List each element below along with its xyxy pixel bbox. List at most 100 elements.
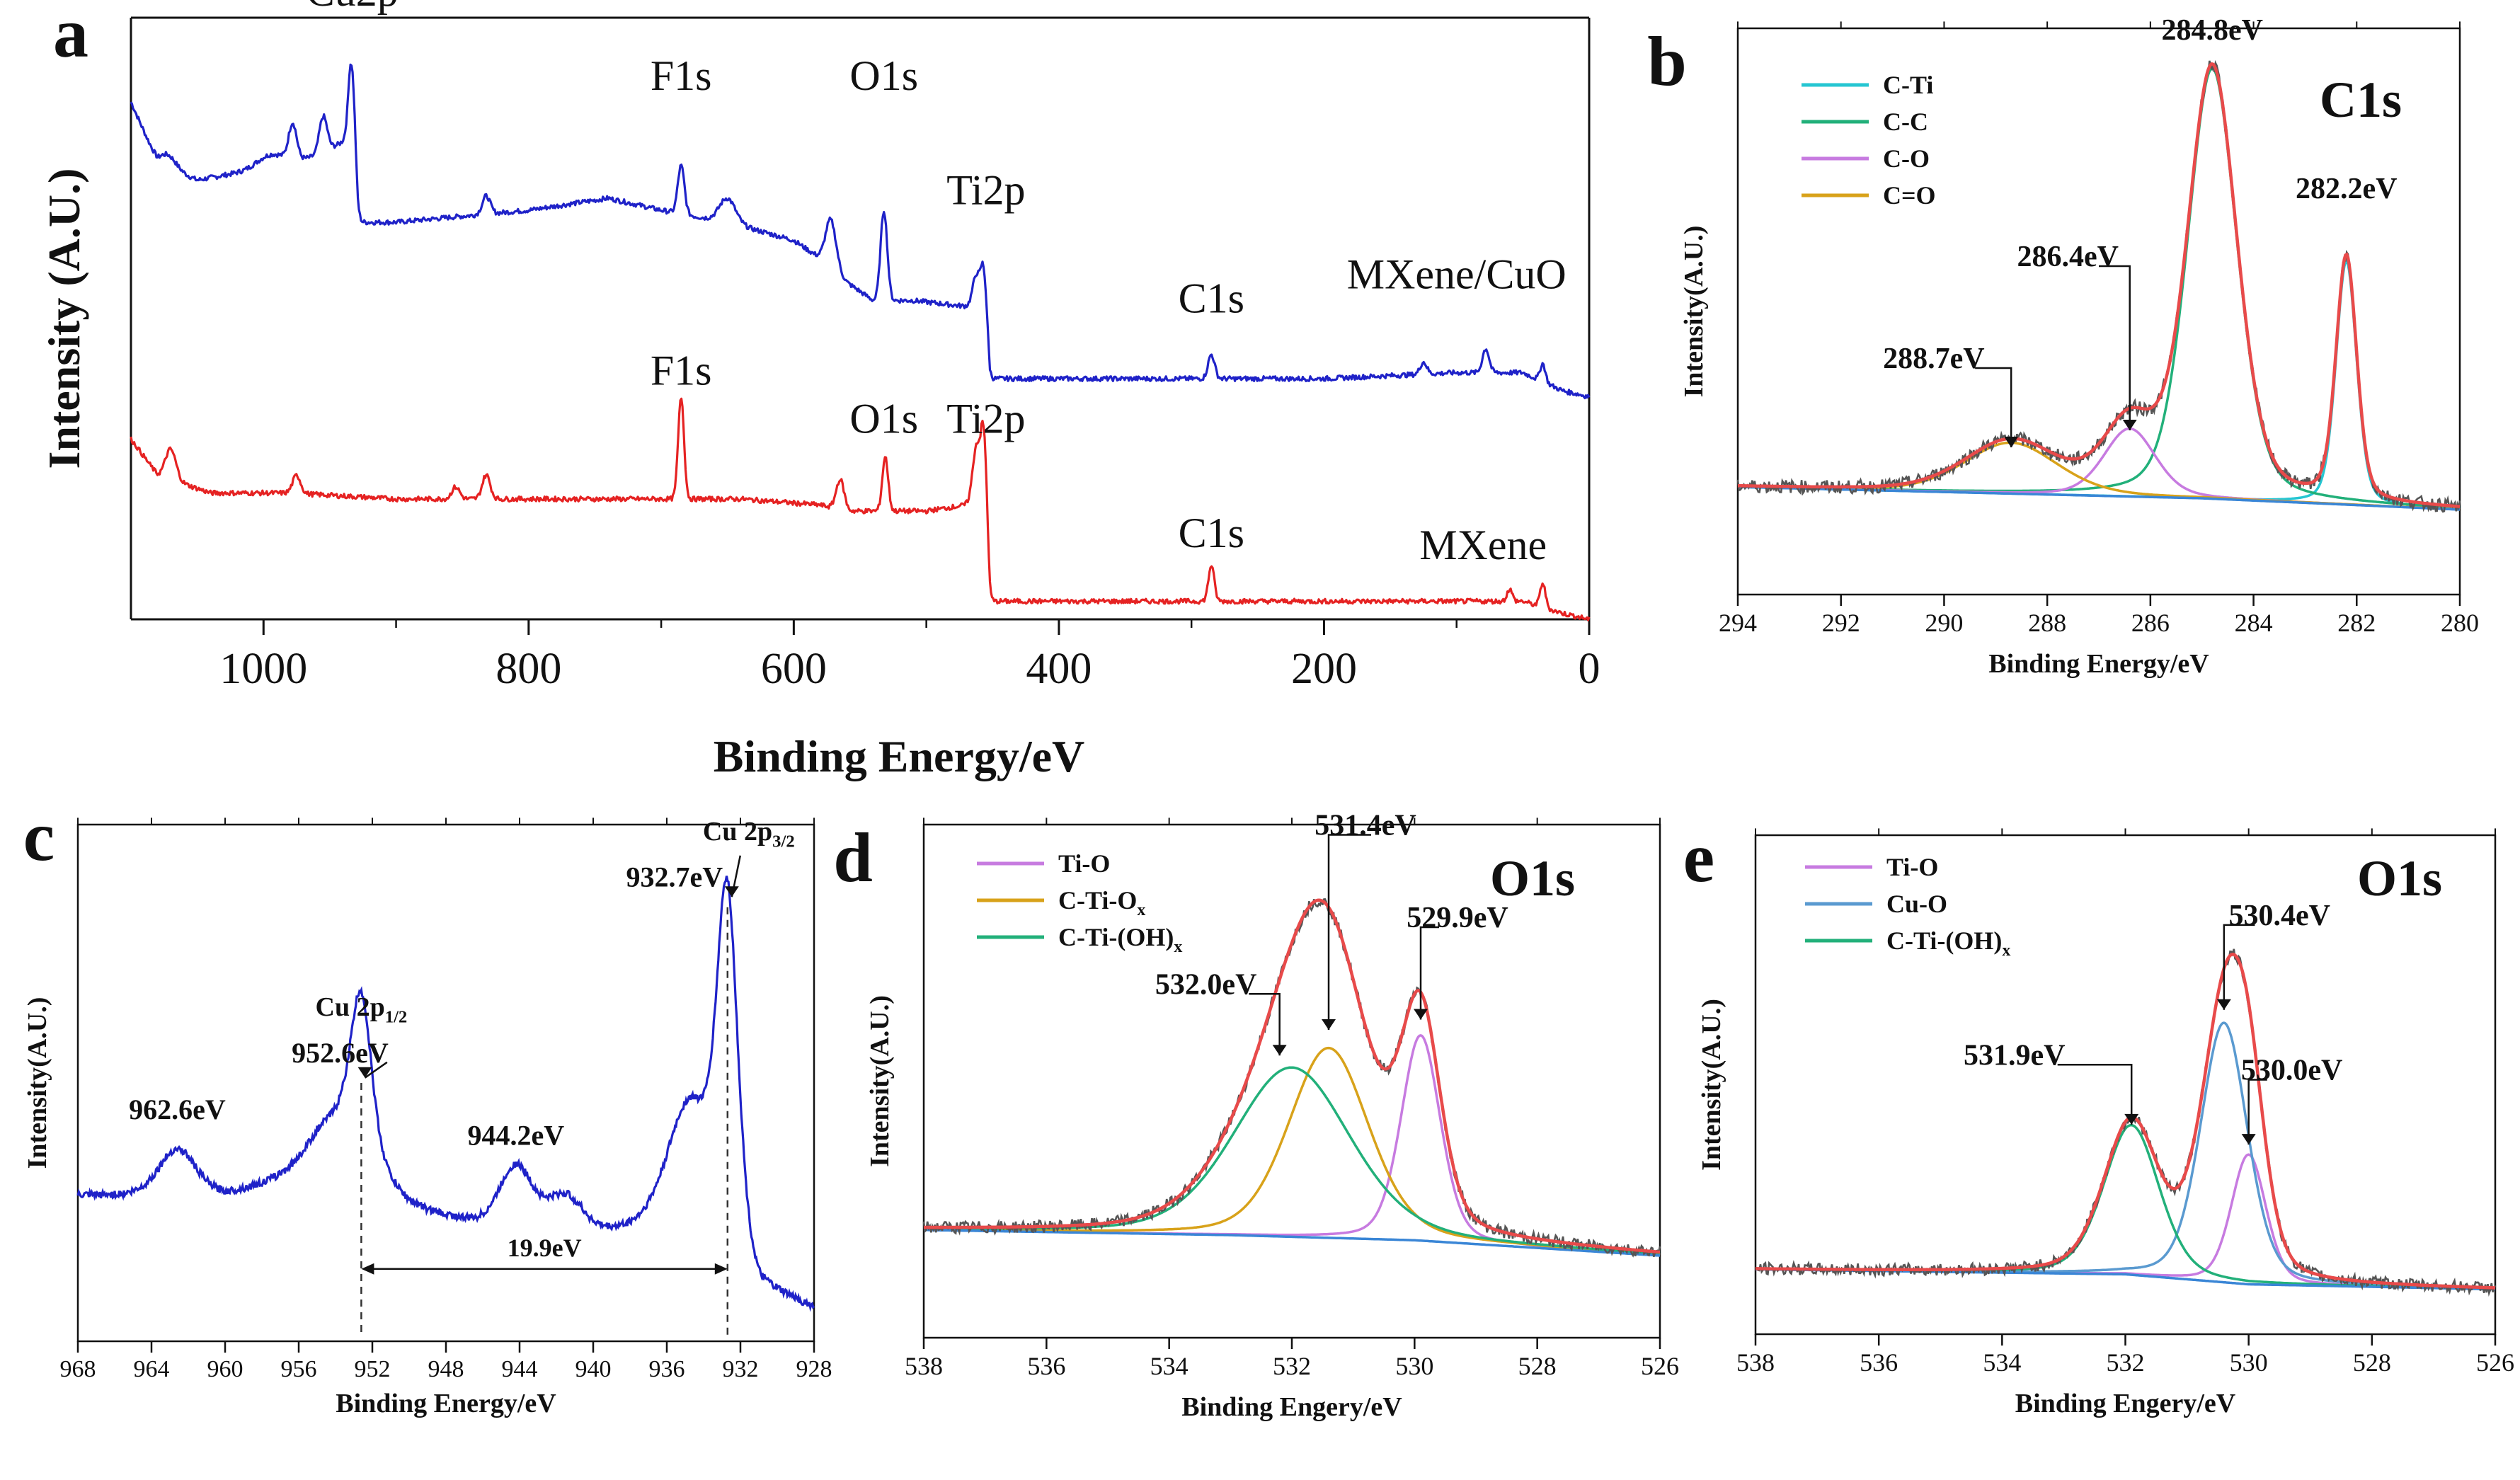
x-tick-label: 284 [2235,609,2273,637]
leader-line [1249,993,1281,1056]
x-tick-label: 964 [134,1356,170,1382]
x-tick-label: 286 [2131,609,2170,637]
legend-label: Cu-O [1886,890,1947,918]
x-tick-label: 532 [1273,1352,1311,1380]
plot-frame [76,823,815,1343]
x-tick-label: 932 [723,1356,759,1382]
leader-line [1419,926,1439,1020]
legend-label: C=O [1883,181,1936,210]
x-tick-label: 290 [1925,609,1963,637]
x-tick-label: 282 [2337,609,2376,637]
peak-label: 284.8eV [2162,14,2263,47]
leader-line [364,1061,388,1079]
x-tick-label: 538 [1736,1348,1775,1377]
legend-label: C-C [1883,108,1928,136]
peak-label: 529.9eV [1407,902,1508,934]
peak-annotation: O1s [849,396,918,442]
arrow-head [714,1263,728,1275]
y-axis-label: Intensity(A.U.) [1679,226,1709,398]
peak-annotation: C1s [1179,510,1244,556]
panel-b: 294 292 290 288 286 284 282 280 Binding Energy/e… [1647,14,2479,679]
panel-letter-c: c [23,797,55,876]
x-tick-label: 600 [761,645,827,693]
raw-data-line [1755,948,2497,1297]
leader-line [1975,367,2012,447]
x-tick-label: 940 [575,1356,612,1382]
x-tick-label: 944 [502,1356,538,1382]
peak-annotation: C1s [1179,275,1244,322]
leader-line [2223,924,2255,1010]
panel-a: 1000 800 600 400 200 0 Binding Energy/eV Intens… [39,0,1600,781]
component-curve [1737,427,2460,511]
x-tick-label: 536 [1027,1352,1065,1380]
panel-title: O1s [1490,850,1575,907]
peak-annotation: F1s [651,52,712,99]
x-tick-label: 400 [1026,645,1092,693]
component-curve [1756,1123,2495,1290]
x-tick-label: 528 [1518,1352,1557,1380]
series-line-mxene-cuo [130,63,1591,400]
plot-frame [1736,27,2461,596]
leader-line [1327,834,1371,1030]
x-tick-label: 292 [1822,609,1860,637]
x-tick-label: 536 [1860,1348,1898,1377]
orbital-label: Cu 2p1/2 [316,992,408,1027]
peak-label: 932.7eV [626,861,723,893]
x-tick-label: 530 [1395,1352,1433,1380]
envelope-fit-line [923,898,1661,1254]
peak-label: 530.4eV [2228,900,2330,932]
legend-label: C-O [1883,144,1930,173]
x-axis-label: Binding Engery/eV [1181,1392,1402,1422]
y-axis-label: Intensity (A.U.) [39,168,89,469]
x-tick-label: 538 [905,1352,943,1380]
peak-label: 288.7eV [1883,343,1984,375]
arrow-head [357,1067,372,1078]
peak-label: 282.2eV [2296,173,2397,205]
x-tick-label: 526 [1641,1352,1679,1380]
legend-label: Ti-O [1886,853,1938,881]
raw-data-line [922,897,1661,1258]
x-axis-label: Binding Energy/eV [714,731,1085,781]
series-line-mxene [130,397,1591,621]
x-tick-label: 526 [2476,1348,2514,1377]
arrow-head [2122,420,2137,430]
panel-title: O1s [2357,850,2442,907]
panel-letter-e: e [1683,818,1714,897]
x-tick-label: 960 [207,1356,244,1382]
x-tick-label: 948 [428,1356,464,1382]
peak-label: 944.2eV [467,1120,564,1152]
envelope-fit-line [1756,952,2496,1290]
x-tick-label: 800 [496,645,561,693]
envelope-fit-line [1738,62,2461,508]
x-tick-label: 0 [1579,645,1600,693]
peak-label: 531.4eV [1315,810,1416,842]
panel-c: 968 964 960 956 952 948 944 940 936 932 928 Binding… [23,797,832,1418]
legend-label: C-Ti-Ox [1058,886,1145,919]
x-axis-label: Binding Energy/eV [336,1389,556,1418]
panel-d: 538 536 534 532 530 528 526 Binding Engery/eV In… [833,810,1679,1423]
arrow-head [1414,1009,1428,1020]
legend-label: C-Ti-(OH)x [1058,923,1182,956]
background-line [1738,486,2461,511]
peak-annotation: F1s [651,348,712,394]
panel-title: C1s [2320,71,2402,128]
arrow-head [2216,999,2231,1010]
orbital-label: Cu 2p3/2 [703,817,795,851]
peak-annotation: Ti2p [946,396,1025,442]
peak-label: 532.0eV [1155,968,1256,1001]
peak-label: 952.6eV [292,1037,389,1069]
arrow-head [1322,1019,1336,1030]
x-tick-label: 200 [1291,645,1357,693]
peak-annotation: Ti2p [946,167,1025,214]
component-curve [923,1066,1661,1256]
y-axis-label: Intensity(A.U.) [1697,999,1726,1171]
peak-annotation: MXene/CuO [1347,251,1567,298]
background-line [924,1229,1661,1257]
arrow-head [1272,1045,1287,1056]
x-tick-label: 968 [60,1356,96,1382]
legend-label: C-Ti-(OH)x [1886,927,2010,960]
leader-line [2099,265,2131,430]
y-axis-label: Intensity(A.U.) [865,995,895,1167]
plot-frame [1754,834,2497,1336]
